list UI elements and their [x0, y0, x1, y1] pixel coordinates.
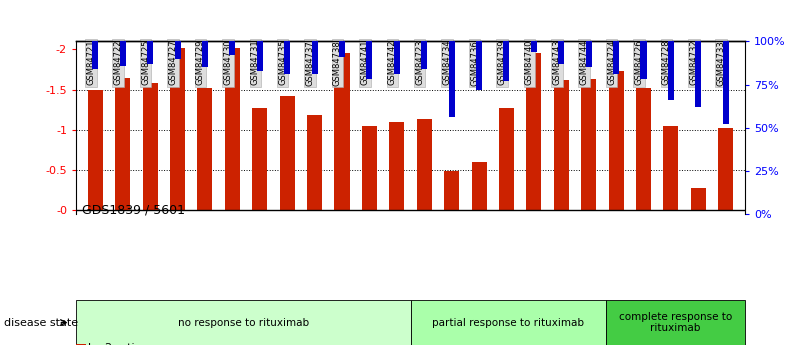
Text: GSM84731: GSM84731: [251, 40, 260, 86]
Bar: [417, 119, 432, 210]
Bar: [362, 126, 377, 210]
Text: GSM84724: GSM84724: [607, 40, 616, 85]
Bar: [115, 78, 131, 210]
Bar: [252, 108, 268, 210]
Text: GSM84739: GSM84739: [497, 40, 506, 86]
Bar: [695, 41, 702, 107]
Bar: [225, 48, 239, 210]
Bar: [143, 83, 158, 210]
Bar: [147, 41, 153, 64]
Text: GSM84733: GSM84733: [717, 40, 726, 86]
Bar: [335, 53, 349, 210]
Bar: [668, 41, 674, 100]
Bar: [690, 188, 706, 210]
Text: GSM84727: GSM84727: [168, 40, 178, 86]
Bar: [582, 79, 596, 210]
Bar: [257, 41, 263, 71]
Bar: [389, 122, 405, 210]
Bar: [394, 41, 400, 74]
Text: GSM84729: GSM84729: [196, 40, 205, 85]
Bar: [92, 41, 99, 69]
Bar: [312, 41, 317, 74]
Text: GSM84738: GSM84738: [333, 40, 342, 86]
Bar: [499, 108, 514, 210]
Bar: [366, 41, 372, 79]
Text: GSM84723: GSM84723: [415, 40, 425, 86]
Bar: [280, 96, 295, 210]
Text: GSM84743: GSM84743: [552, 40, 562, 86]
Bar: [170, 48, 185, 210]
Bar: [307, 115, 322, 210]
Bar: [175, 41, 180, 59]
Bar: [421, 41, 427, 69]
Text: complete response to
rituximab: complete response to rituximab: [618, 312, 732, 333]
Bar: [229, 41, 235, 55]
Text: log2 ratio: log2 ratio: [88, 344, 142, 345]
Bar: [444, 171, 459, 210]
Bar: [609, 71, 624, 210]
Text: GSM84734: GSM84734: [443, 40, 452, 86]
Text: GSM84744: GSM84744: [580, 40, 589, 85]
Text: GSM84728: GSM84728: [662, 40, 671, 86]
Bar: [531, 41, 537, 52]
Bar: [119, 41, 126, 66]
Text: GSM84730: GSM84730: [223, 40, 232, 86]
Text: GSM84736: GSM84736: [470, 40, 479, 86]
Text: GSM84721: GSM84721: [87, 40, 95, 85]
Text: GSM84741: GSM84741: [360, 40, 369, 85]
Text: GSM84726: GSM84726: [634, 40, 643, 86]
Text: GSM84725: GSM84725: [141, 40, 150, 85]
Text: GSM84742: GSM84742: [388, 40, 396, 85]
Text: GSM84722: GSM84722: [114, 40, 123, 85]
Text: GSM84740: GSM84740: [525, 40, 533, 85]
Bar: [339, 41, 345, 57]
Bar: [504, 41, 509, 81]
Bar: [636, 88, 651, 210]
Bar: [197, 88, 212, 210]
Bar: [472, 162, 486, 210]
Text: GDS1839 / 5601: GDS1839 / 5601: [82, 203, 184, 216]
Bar: [553, 80, 569, 210]
Bar: [476, 41, 482, 90]
Text: partial response to rituximab: partial response to rituximab: [432, 318, 584, 327]
Bar: [613, 41, 619, 74]
Text: GSM84732: GSM84732: [690, 40, 698, 86]
Bar: [449, 41, 455, 117]
Bar: [723, 41, 729, 124]
Bar: [558, 41, 564, 64]
Bar: [586, 41, 592, 67]
Bar: [284, 41, 290, 74]
Text: no response to rituximab: no response to rituximab: [178, 318, 309, 327]
Bar: [88, 90, 103, 210]
Text: GSM84737: GSM84737: [305, 40, 315, 86]
Text: disease state: disease state: [4, 318, 78, 327]
Bar: [526, 53, 541, 210]
Text: GSM84735: GSM84735: [278, 40, 288, 86]
Bar: [663, 126, 678, 210]
Bar: [718, 128, 733, 210]
Bar: [202, 41, 208, 67]
Bar: [641, 41, 646, 79]
